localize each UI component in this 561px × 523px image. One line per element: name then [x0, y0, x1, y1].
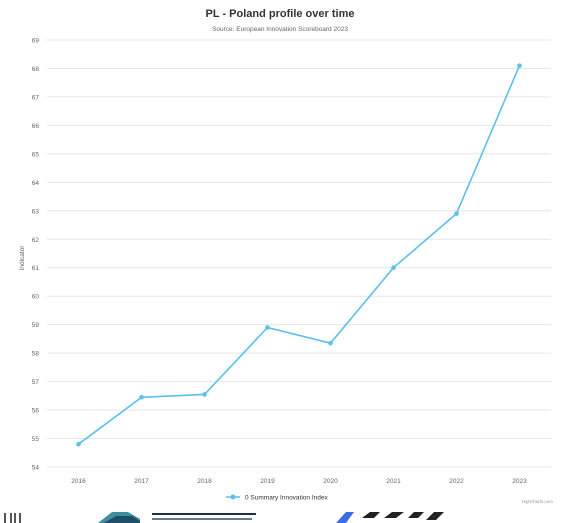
data-point-2021[interactable]: [391, 265, 396, 271]
logo-left-bars: [4, 513, 21, 523]
data-point-2019[interactable]: [265, 325, 270, 330]
legend-marker-icon: [230, 494, 236, 500]
chart-subtitle: Source: European Innovation Scoreboard 2…: [212, 26, 348, 33]
x-tick-label: 2023: [512, 478, 527, 485]
x-tick-label: 2017: [134, 478, 149, 485]
series: [76, 63, 522, 447]
x-tick-label: 2022: [449, 478, 464, 485]
data-point-2020[interactable]: [328, 340, 333, 346]
series-line: [78, 65, 521, 445]
legend[interactable]: 0 Summary Innovation Index: [226, 494, 328, 502]
x-tick-label: 2019: [260, 478, 275, 485]
y-tick-label: 55: [32, 436, 40, 443]
y-tick-label: 54: [32, 465, 40, 472]
y-tick-label: 56: [32, 408, 40, 415]
y-tick-label: 69: [32, 38, 40, 45]
legend-item-label[interactable]: 0 Summary Innovation Index: [245, 495, 328, 502]
data-point-2016[interactable]: [76, 441, 81, 447]
data-point-2017[interactable]: [139, 394, 144, 400]
partner-logos-graphic: [4, 512, 444, 523]
data-point-2018[interactable]: [202, 392, 207, 397]
line-chart: PL - Poland profile over time Source: Eu…: [19, 8, 554, 504]
x-tick-label: 2018: [197, 478, 212, 485]
y-tick-label: 59: [32, 322, 40, 329]
y-tick-label: 67: [32, 94, 40, 101]
footer-partner-logos: [0, 508, 561, 523]
x-tick-label: 2016: [71, 478, 86, 485]
logo-center-emblem: [98, 512, 260, 523]
x-tick-label: 2021: [386, 478, 401, 485]
y-axis-ticks: 54 55 56 57 58 59 60 61 62 63 64 65 66 67 68 69: [32, 38, 40, 472]
y-axis-title: Indicator: [19, 245, 26, 271]
logo-right-mark: [336, 512, 444, 523]
y-tick-label: 57: [32, 379, 40, 386]
y-tick-label: 61: [32, 265, 40, 272]
y-tick-label: 64: [32, 180, 40, 187]
chart-title: PL - Poland profile over time: [206, 8, 355, 20]
x-tick-label: 2020: [323, 478, 338, 485]
y-tick-label: 66: [32, 123, 40, 130]
y-tick-label: 68: [32, 66, 40, 73]
data-point-2023[interactable]: [517, 63, 522, 68]
y-tick-label: 63: [32, 208, 40, 215]
data-point-2022[interactable]: [454, 211, 459, 216]
y-tick-label: 60: [32, 294, 40, 301]
y-tick-label: 65: [32, 151, 40, 158]
y-tick-label: 58: [32, 351, 40, 358]
x-axis-ticks: 2016 2017 2018 2019 2020 2021 2022 2023: [71, 478, 527, 485]
gridlines: [47, 39, 551, 468]
credits-link[interactable]: Highcharts.com: [522, 499, 554, 504]
y-tick-label: 62: [32, 237, 40, 244]
